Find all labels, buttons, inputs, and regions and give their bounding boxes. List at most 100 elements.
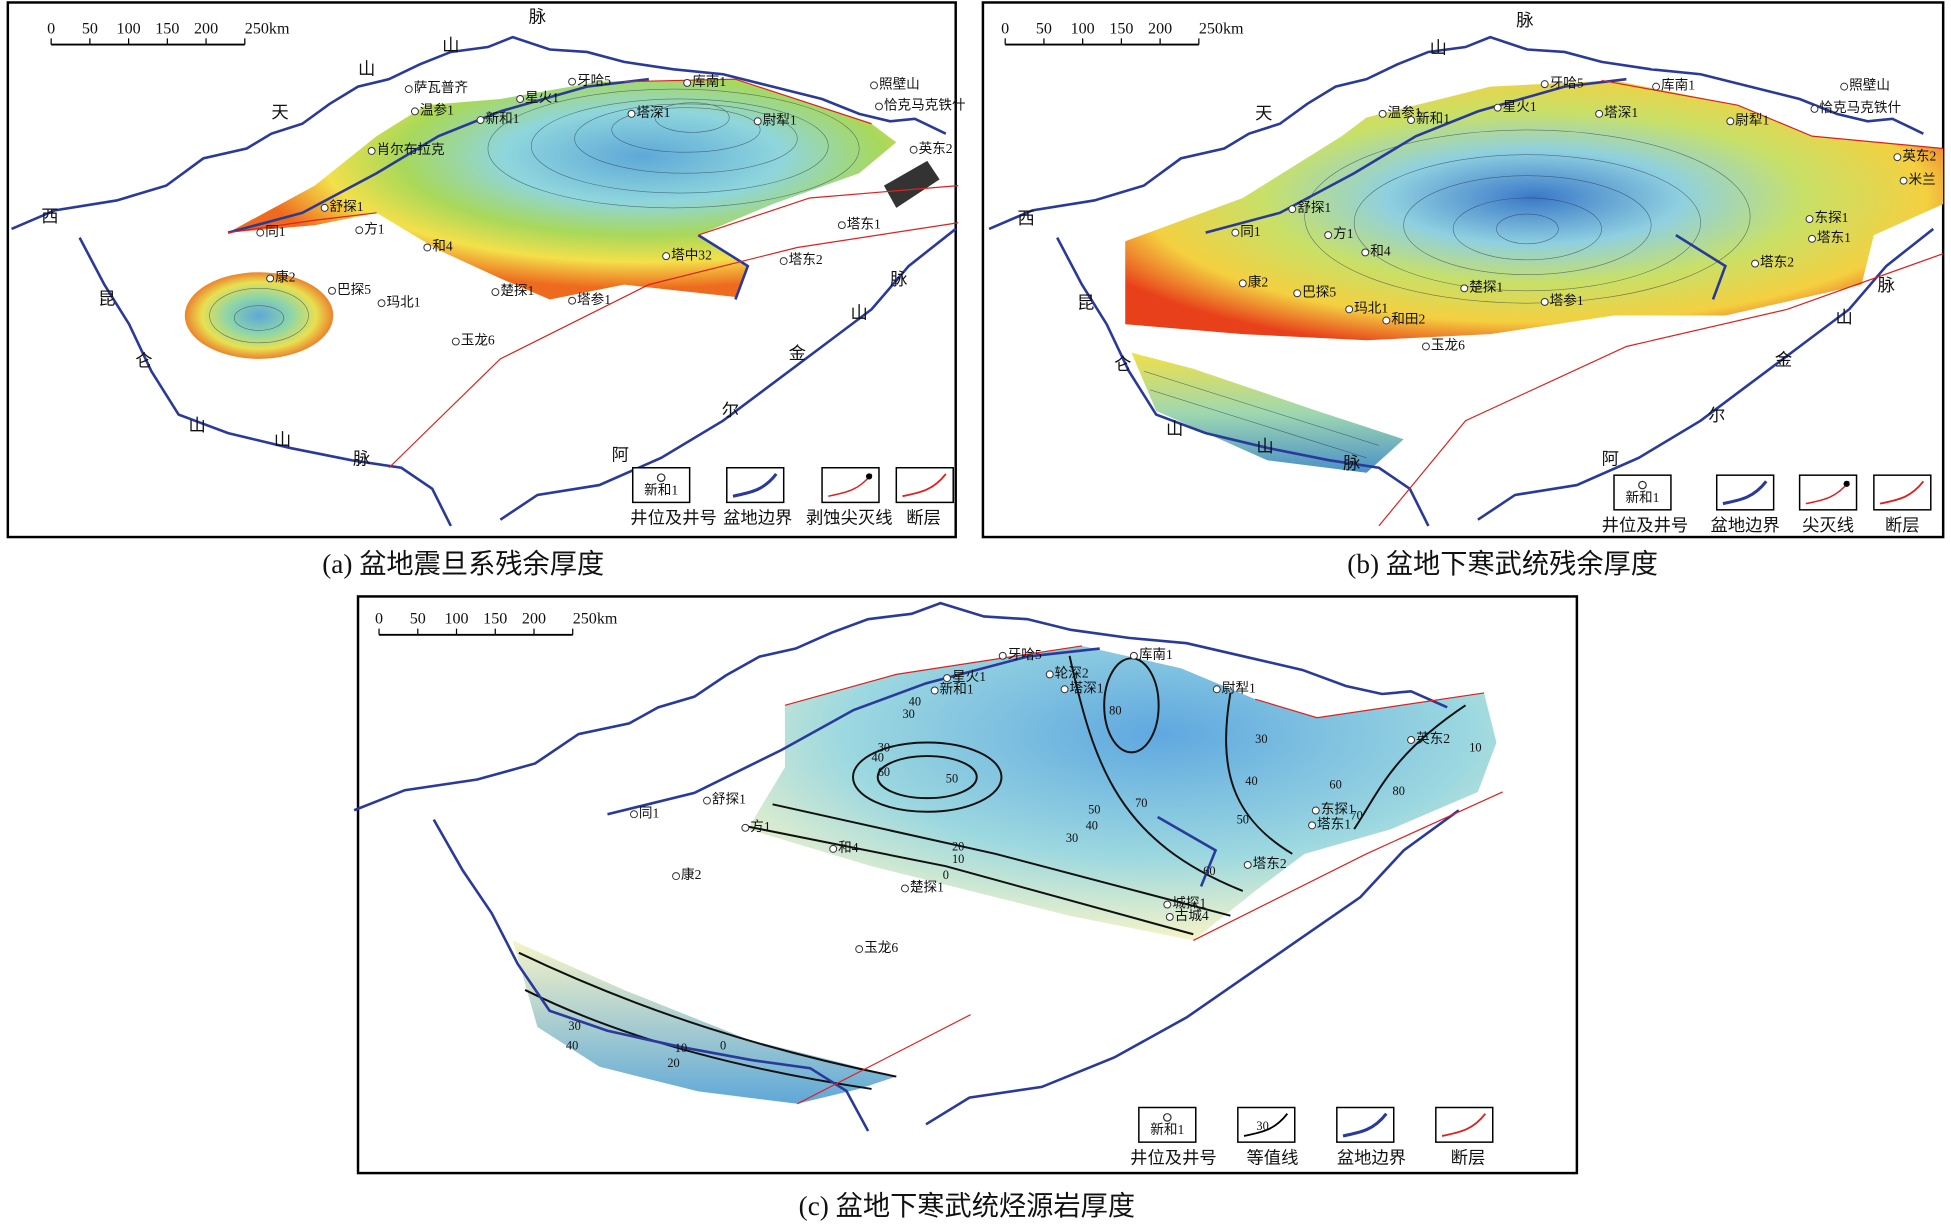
contour-label: 60 bbox=[1203, 864, 1215, 878]
well-label: 同1 bbox=[1240, 224, 1260, 239]
scale-label: 50 bbox=[82, 20, 98, 37]
geo-label: 仑 bbox=[135, 352, 152, 371]
well-marker bbox=[1345, 305, 1354, 314]
well-marker bbox=[1308, 821, 1317, 830]
geo-label: 山 bbox=[1836, 308, 1853, 327]
legend-box bbox=[895, 467, 954, 504]
well-label: 塔深1 bbox=[1604, 105, 1638, 120]
well-label: 恰克马克铁什 bbox=[1819, 100, 1901, 115]
geo-label: 山 bbox=[851, 303, 868, 322]
geo-label: 脉 bbox=[1878, 276, 1895, 295]
well-label: 舒探1 bbox=[712, 792, 746, 807]
well-label: 同1 bbox=[639, 805, 659, 820]
legend-label: 尖灭线 bbox=[1802, 516, 1854, 535]
well-marker bbox=[568, 296, 577, 305]
well-label: 和4 bbox=[1370, 244, 1391, 259]
well-label: 新和1 bbox=[1416, 111, 1450, 126]
well-marker bbox=[672, 872, 681, 881]
well-marker bbox=[837, 221, 846, 230]
well-marker bbox=[476, 116, 485, 124]
geo-label: 天 bbox=[1255, 104, 1272, 123]
well-label: 库南1 bbox=[1661, 78, 1695, 93]
well-marker bbox=[1407, 116, 1416, 124]
well-label: 玛北1 bbox=[386, 294, 420, 309]
legend-box bbox=[821, 467, 880, 504]
well-marker bbox=[627, 109, 636, 118]
geo-label: 山 bbox=[442, 36, 459, 55]
well-label: 玉龙6 bbox=[1431, 338, 1465, 353]
well-marker bbox=[1540, 297, 1549, 306]
well-marker bbox=[930, 686, 939, 695]
well-marker bbox=[901, 884, 909, 893]
well-label: 尉犁1 bbox=[1735, 112, 1769, 127]
well-label: 方1 bbox=[364, 221, 384, 236]
well-marker bbox=[998, 651, 1007, 660]
geo-label: 昆 bbox=[98, 290, 115, 309]
scale-label: 150 bbox=[155, 20, 179, 37]
geo-label: 尔 bbox=[722, 401, 739, 420]
well-label: 塔参1 bbox=[577, 291, 611, 307]
legend-label: 断层 bbox=[906, 509, 941, 528]
well-marker bbox=[320, 203, 329, 212]
panel-b-map bbox=[987, 35, 1943, 528]
geo-label: 脉 bbox=[1343, 454, 1360, 473]
well-marker bbox=[1324, 231, 1333, 240]
contour-label: 60 bbox=[878, 765, 890, 779]
well-label: 照壁山 bbox=[1849, 78, 1890, 93]
panel-c-map bbox=[352, 601, 1503, 1133]
legend-pinchout-dot bbox=[865, 473, 873, 480]
well-marker bbox=[943, 674, 951, 683]
well-label: 温参1 bbox=[420, 101, 454, 117]
legend-sample: 新和1 bbox=[1150, 1122, 1184, 1137]
well-marker bbox=[1595, 109, 1604, 118]
well-marker bbox=[1361, 248, 1370, 257]
panel-a-map bbox=[9, 35, 959, 528]
geo-label: 山 bbox=[358, 60, 375, 79]
well-marker bbox=[662, 252, 671, 261]
well-label: 同1 bbox=[265, 224, 285, 239]
legend-label: 盆地边界 bbox=[723, 509, 792, 528]
contour-label: 40 bbox=[1245, 774, 1257, 788]
well-marker bbox=[1129, 651, 1138, 660]
scale-label: 100 bbox=[444, 611, 468, 628]
well-marker bbox=[1893, 153, 1902, 162]
contour-label: 20 bbox=[667, 1056, 679, 1070]
geo-label: 天 bbox=[271, 103, 288, 122]
well-marker bbox=[1652, 82, 1661, 91]
well-marker bbox=[703, 796, 711, 805]
contour-label: 50 bbox=[1237, 812, 1249, 826]
legend-well bbox=[656, 473, 666, 482]
well-label: 巴探5 bbox=[1302, 284, 1336, 299]
caption: (c) 盆地下寒武统烃源岩厚度 bbox=[799, 1191, 1135, 1221]
well-marker bbox=[1238, 279, 1247, 288]
well-label: 库南1 bbox=[692, 74, 726, 89]
well-marker bbox=[404, 85, 413, 94]
contour-label: 0 bbox=[943, 868, 949, 882]
well-label: 和田2 bbox=[1391, 312, 1425, 327]
legend-boundary bbox=[1722, 480, 1768, 506]
scale-label: 50 bbox=[410, 611, 426, 628]
well-label: 舒探1 bbox=[1297, 200, 1331, 215]
contour-label: 80 bbox=[1109, 703, 1121, 717]
well-label: 楚探1 bbox=[1469, 279, 1503, 294]
well-marker bbox=[266, 274, 275, 283]
scale-label: 200 bbox=[1148, 20, 1172, 37]
contour-label: 30 bbox=[1255, 732, 1267, 746]
geo-label: 昆 bbox=[1077, 293, 1094, 312]
well-label: 东探1 bbox=[1814, 210, 1848, 225]
scale-label: 150 bbox=[1109, 20, 1133, 37]
well-label: 牙哈5 bbox=[577, 73, 611, 88]
well-marker bbox=[875, 102, 883, 111]
well-label: 塔东1 bbox=[1317, 816, 1351, 831]
scale-label: 100 bbox=[117, 20, 141, 37]
scale-label: 0 bbox=[47, 20, 55, 37]
well-marker bbox=[410, 107, 419, 116]
well-marker bbox=[377, 299, 386, 308]
well-marker bbox=[256, 228, 265, 237]
geo-label: 尔 bbox=[1708, 406, 1725, 425]
well-marker bbox=[1045, 670, 1054, 679]
well-marker bbox=[1805, 215, 1814, 223]
well-label: 城探1 bbox=[1172, 896, 1206, 911]
well-label: 塔东2 bbox=[1253, 856, 1287, 871]
panel-frame bbox=[356, 595, 1579, 1175]
